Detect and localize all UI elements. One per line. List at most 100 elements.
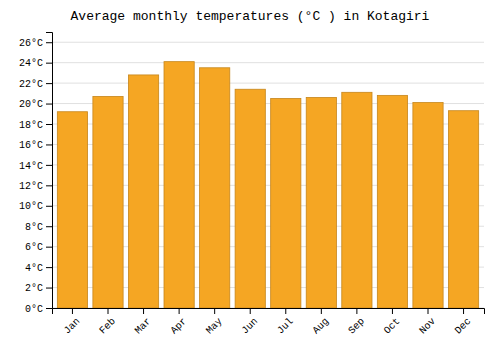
y-tick-label: 12°C <box>19 181 43 192</box>
x-tick-label: Jan <box>62 316 83 337</box>
y-tick-label: 26°C <box>19 38 43 49</box>
x-axis: Jan Feb Mar Apr May Jun Jul Aug Sep Oct Nov Dec <box>53 308 485 336</box>
y-tick-label: 2°C <box>25 283 43 294</box>
x-tick-label: Jun <box>240 316 261 337</box>
y-axis: 0°C 2°C 4°C 6°C 8°C 10°C 12°C 14°C 16°C 18°C 20°C 2… <box>19 33 53 315</box>
y-tick-label: 0°C <box>25 304 43 315</box>
x-tick: Jun <box>240 308 261 336</box>
y-tick-label: 24°C <box>19 58 43 69</box>
x-tick: Sep <box>346 308 367 336</box>
y-tick: 14°C <box>19 161 52 172</box>
x-tick-label: Aug <box>311 316 332 337</box>
x-tick-mark <box>321 308 322 314</box>
y-tick-label: 22°C <box>19 79 43 90</box>
bar <box>306 97 336 308</box>
x-tick-label: Nov <box>417 316 438 337</box>
x-tick-mark <box>463 308 464 314</box>
bar <box>377 95 407 308</box>
y-tick: 18°C <box>19 120 52 131</box>
x-tick-label: Dec <box>453 316 474 337</box>
y-tick-label: 4°C <box>25 263 43 274</box>
y-tick-mark <box>46 247 52 248</box>
y-tick-mark <box>46 42 52 43</box>
y-tick-mark <box>46 288 52 289</box>
plot: 0°C 2°C 4°C 6°C 8°C 10°C 12°C 14°C 16°C 18°C 20°C 2… <box>19 33 485 337</box>
x-tick: Apr <box>168 308 189 336</box>
y-tick-label: 18°C <box>19 120 43 131</box>
title: Average monthly temperatures (°C ) in Ko… <box>71 9 430 24</box>
chart: Average monthly temperatures (°C ) in Ko… <box>0 0 500 350</box>
x-tick-mark <box>179 308 180 314</box>
grid-line <box>52 83 484 84</box>
bar <box>164 62 194 308</box>
y-tick-mark <box>46 206 52 207</box>
x-tick-mark <box>250 308 251 314</box>
x-axis-line <box>53 309 485 315</box>
y-tick: 24°C <box>19 58 52 69</box>
grid <box>52 42 484 308</box>
y-tick-label: 20°C <box>19 99 43 110</box>
x-tick-label: Apr <box>168 316 189 337</box>
x-tick-label: Mar <box>133 316 154 337</box>
y-tick-mark <box>46 226 52 227</box>
x-tick-label: Feb <box>97 316 118 337</box>
y-tick: 16°C <box>19 140 52 151</box>
bar <box>448 111 478 308</box>
x-tick: Aug <box>311 308 332 336</box>
x-tick-mark <box>72 308 73 314</box>
bar <box>93 96 123 308</box>
y-tick-mark <box>46 104 52 105</box>
y-tick: 22°C <box>19 79 52 90</box>
y-tick-label: 8°C <box>25 222 43 233</box>
x-tick-mark <box>285 308 286 314</box>
bar <box>342 92 372 308</box>
y-tick: 26°C <box>19 38 52 49</box>
y-tick: 0°C <box>25 304 52 315</box>
x-tick: Oct <box>382 308 403 336</box>
y-tick: 8°C <box>25 222 52 233</box>
y-tick: 20°C <box>19 99 52 110</box>
x-tick-label: Oct <box>382 316 403 337</box>
y-tick-label: 14°C <box>19 161 43 172</box>
y-tick-mark <box>46 165 52 166</box>
x-tick-mark <box>428 308 429 314</box>
y-tick: 2°C <box>25 283 52 294</box>
y-tick: 10°C <box>19 201 52 212</box>
x-tick: Jul <box>275 308 296 336</box>
y-axis-line <box>46 33 53 309</box>
y-tick-mark <box>46 308 52 309</box>
x-tick: Dec <box>453 308 474 336</box>
bar <box>271 98 301 308</box>
bars <box>57 62 478 308</box>
y-tick-mark <box>46 185 52 186</box>
y-tick-mark <box>46 124 52 125</box>
x-tick-mark <box>392 308 393 314</box>
bar <box>413 103 443 308</box>
y-tick: 12°C <box>19 181 52 192</box>
x-tick: Mar <box>133 308 154 336</box>
y-tick-label: 10°C <box>19 201 43 212</box>
x-tick: Jan <box>62 308 83 336</box>
y-tick-mark <box>46 144 52 145</box>
y-tick-label: 6°C <box>25 242 43 253</box>
x-tick: May <box>204 308 225 336</box>
bar <box>235 89 265 308</box>
grid-line <box>52 62 484 63</box>
y-tick-label: 16°C <box>19 140 43 151</box>
x-tick-label: Sep <box>346 316 367 337</box>
y-tick: 4°C <box>25 263 52 274</box>
grid-line <box>52 42 484 43</box>
x-tick-label: May <box>204 316 225 337</box>
bar <box>57 112 87 308</box>
x-tick-mark <box>143 308 144 314</box>
x-tick: Nov <box>417 308 438 336</box>
bar <box>128 75 158 308</box>
y-tick: 6°C <box>25 242 52 253</box>
y-tick-mark <box>46 267 52 268</box>
y-tick-mark <box>46 63 52 64</box>
x-tick-mark <box>214 308 215 314</box>
bar <box>200 68 230 308</box>
x-tick-label: Jul <box>275 316 296 337</box>
x-tick-mark <box>356 308 357 314</box>
x-tick-mark <box>108 308 109 314</box>
